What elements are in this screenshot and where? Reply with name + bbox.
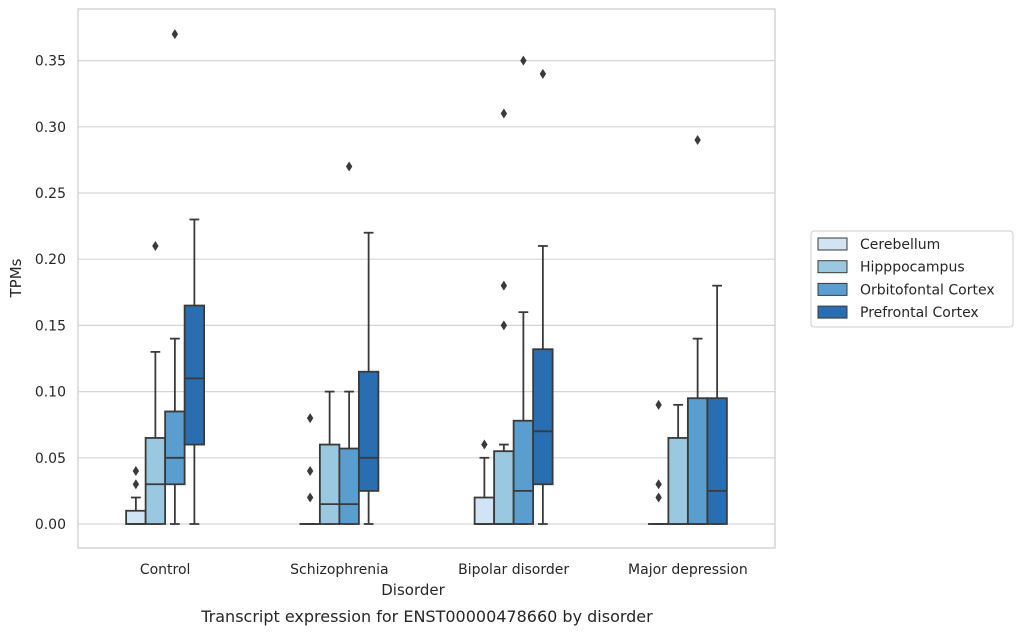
y-tick-label: 0.00 xyxy=(35,517,66,533)
y-tick-label: 0.15 xyxy=(35,318,66,334)
x-tick-label: Major depression xyxy=(628,562,748,578)
legend-box xyxy=(810,230,1014,328)
y-tick-label: 0.25 xyxy=(35,186,66,202)
box-plot-area xyxy=(125,29,728,525)
box-group xyxy=(706,284,728,525)
legend-swatch xyxy=(817,305,848,319)
outlier-point xyxy=(539,68,547,79)
outlier-point xyxy=(306,492,314,503)
box xyxy=(667,437,689,525)
box-group xyxy=(512,55,535,525)
outlier-point xyxy=(481,439,488,450)
outlier-point xyxy=(132,479,140,490)
outlier-point xyxy=(655,492,662,503)
outlier-point xyxy=(345,161,353,172)
legend-swatch xyxy=(817,237,848,251)
y-tick-label: 0.30 xyxy=(35,120,66,136)
box-group xyxy=(318,390,341,525)
x-tick-label: Schizophrenia xyxy=(290,562,388,578)
box xyxy=(338,447,360,525)
box-group xyxy=(183,218,206,525)
box xyxy=(473,496,496,525)
legend-swatch xyxy=(817,260,848,274)
box xyxy=(144,437,167,525)
legend-label: Prefrontal Cortex xyxy=(860,305,979,321)
outlier-point xyxy=(655,479,662,490)
box-group xyxy=(357,231,380,525)
outlier-point xyxy=(520,55,527,66)
plot-frame xyxy=(77,8,776,549)
y-tick-label: 0.35 xyxy=(35,54,66,70)
outlier-point xyxy=(500,280,508,291)
legend-label: Orbitofontal Cortex xyxy=(860,282,995,298)
outlier-point xyxy=(306,466,314,477)
box xyxy=(686,397,709,525)
x-axis-label: Disorder xyxy=(381,581,445,599)
box xyxy=(512,419,535,525)
legend-label: Hipppocampus xyxy=(860,260,965,276)
box-group xyxy=(164,29,186,525)
box-group xyxy=(532,68,554,525)
box-group xyxy=(125,466,147,525)
box-group xyxy=(473,439,496,525)
outlier-point xyxy=(171,29,179,40)
outlier-point xyxy=(500,108,508,119)
legend: Cerebellum Hipppocampus Orbitofontal Corte… xyxy=(810,230,1014,328)
outlier-point xyxy=(694,135,701,146)
box xyxy=(164,410,186,486)
box xyxy=(706,397,728,525)
legend-label: Cerebellum xyxy=(860,237,940,253)
y-tick-label: 0.05 xyxy=(35,451,66,467)
outlier-point xyxy=(655,399,662,410)
legend-swatch xyxy=(817,282,848,296)
outlier-point xyxy=(152,240,159,251)
box xyxy=(183,304,206,446)
box-group xyxy=(647,399,670,525)
y-axis-label: TPMs xyxy=(7,258,25,298)
y-axis-ticks: 0.00 0.05 0.10 0.15 0.20 0.25 0.30 0.35 xyxy=(35,54,66,533)
x-tick-label: Control xyxy=(140,562,191,578)
chart-caption: Transcript expression for ENST0000047866… xyxy=(200,607,653,626)
x-axis-ticks: Control Schizophrenia Bipolar disorder Majo… xyxy=(140,562,748,578)
box xyxy=(318,443,341,525)
outlier-point xyxy=(132,466,140,477)
box xyxy=(493,450,515,525)
box-group xyxy=(144,240,167,525)
box-group xyxy=(493,108,515,525)
box xyxy=(532,348,554,486)
x-tick-label: Bipolar disorder xyxy=(458,562,569,578)
box xyxy=(125,509,147,525)
y-tick-label: 0.10 xyxy=(35,385,66,401)
outlier-point xyxy=(500,320,508,331)
y-tick-label: 0.20 xyxy=(35,252,66,268)
box xyxy=(357,370,380,492)
box-group xyxy=(299,413,321,525)
box-group xyxy=(338,161,360,525)
box-group xyxy=(667,403,689,525)
outlier-point xyxy=(306,413,314,424)
